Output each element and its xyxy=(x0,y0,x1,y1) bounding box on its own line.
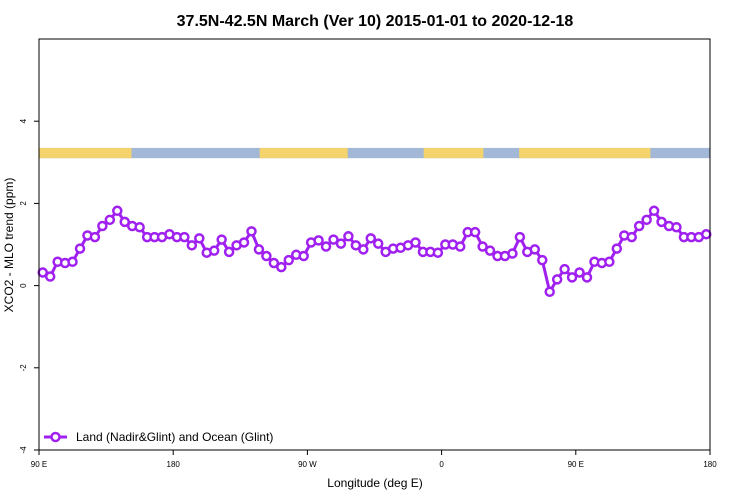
data-point xyxy=(134,221,145,233)
plot-frame xyxy=(38,38,711,451)
y-axis-label: XCO2 - MLO trend (ppm) xyxy=(2,178,16,313)
data-point xyxy=(283,254,295,266)
data-point xyxy=(298,250,309,262)
data-point xyxy=(477,241,488,252)
data-point xyxy=(246,226,257,237)
legend-label: Land (Nadir&Glint) and Ocean (Glint) xyxy=(76,430,273,444)
data-point xyxy=(581,272,593,283)
data-point xyxy=(104,214,116,226)
data-point xyxy=(89,231,101,243)
y-tick-label: 4 xyxy=(19,118,28,123)
y-tick-label: -2 xyxy=(19,364,28,372)
data-point xyxy=(208,245,220,256)
data-point xyxy=(611,243,623,254)
data-point xyxy=(276,261,287,273)
data-point xyxy=(74,243,86,254)
land-segment xyxy=(423,147,484,159)
data-point xyxy=(410,237,421,248)
data-point xyxy=(97,220,108,232)
data-point xyxy=(432,247,444,258)
data-point xyxy=(261,250,272,262)
data-point xyxy=(350,240,362,251)
data-point xyxy=(328,234,339,245)
data-point xyxy=(372,238,384,249)
data-point xyxy=(507,248,518,259)
x-tick-label: 90 W xyxy=(298,460,317,469)
x-tick-label: 180 xyxy=(167,460,181,469)
ocean-band xyxy=(39,147,710,159)
data-point xyxy=(238,237,250,248)
legend: Land (Nadir&Glint) and Ocean (Glint) xyxy=(44,430,273,444)
land-segment xyxy=(39,147,132,159)
data-point xyxy=(313,235,324,246)
data-point xyxy=(484,245,496,256)
data-point xyxy=(514,231,526,243)
land-segment xyxy=(519,147,651,159)
data-point xyxy=(626,231,637,243)
x-tick-label: 180 xyxy=(703,460,717,469)
data-point xyxy=(67,256,78,268)
data-point xyxy=(671,221,682,233)
x-axis-label: Longitude (deg E) xyxy=(327,476,422,490)
data-point xyxy=(537,254,548,266)
data-point xyxy=(529,244,541,255)
y-tick-label: 2 xyxy=(19,201,28,206)
data-point xyxy=(701,228,712,240)
data-point xyxy=(656,216,667,228)
data-point xyxy=(186,240,198,251)
y-tick-label: -4 xyxy=(19,446,28,454)
data-point xyxy=(551,274,563,285)
data-point xyxy=(223,246,235,258)
series-layer xyxy=(37,205,712,298)
data-point xyxy=(574,267,585,278)
data-point xyxy=(119,216,130,228)
x-tick-label: 0 xyxy=(439,460,444,469)
data-point xyxy=(320,241,332,252)
data-point xyxy=(44,271,56,282)
data-point xyxy=(179,231,190,243)
data-point xyxy=(469,226,481,238)
data-point xyxy=(454,241,466,252)
data-point xyxy=(216,234,227,245)
data-point xyxy=(112,205,123,217)
data-point xyxy=(335,238,347,249)
x-axis: 90 E 180 90 W 0 90 E 180 xyxy=(31,450,717,469)
land-ocean-band xyxy=(39,147,710,159)
y-tick-label: 0 xyxy=(19,283,28,288)
data-point xyxy=(641,214,652,226)
data-point xyxy=(604,256,615,268)
data-point xyxy=(358,244,369,255)
x-tick-label: 90 E xyxy=(568,460,584,469)
data-point xyxy=(566,272,578,283)
data-point xyxy=(194,233,205,244)
x-tick-label: 90 E xyxy=(31,460,47,469)
data-point xyxy=(268,257,280,269)
chart-title: 37.5N-42.5N March (Ver 10) 2015-01-01 to… xyxy=(177,13,574,30)
data-point xyxy=(559,263,570,275)
y-axis: -4 -2 0 2 4 xyxy=(19,118,39,454)
data-point xyxy=(633,220,645,232)
data-point xyxy=(544,286,555,298)
legend-marker xyxy=(50,431,61,443)
data-point xyxy=(343,231,354,242)
data-point xyxy=(253,244,265,255)
data-point xyxy=(365,233,377,244)
data-point xyxy=(648,205,660,217)
land-segment xyxy=(259,147,348,159)
